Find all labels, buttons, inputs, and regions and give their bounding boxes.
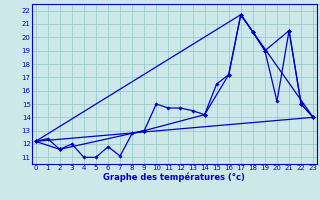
X-axis label: Graphe des températures (°c): Graphe des températures (°c) (103, 173, 245, 182)
